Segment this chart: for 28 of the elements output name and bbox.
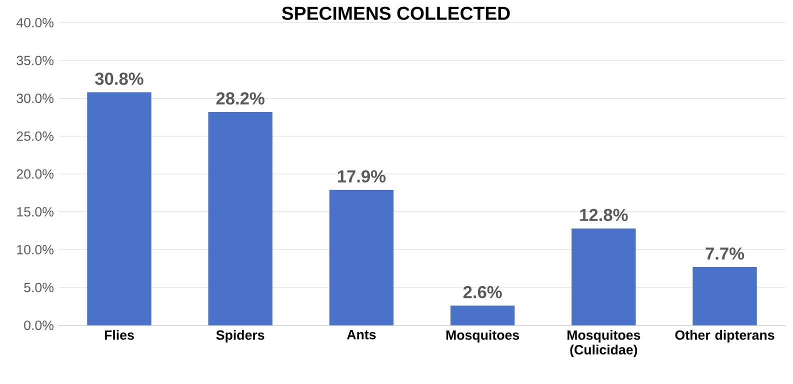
bar [208, 112, 272, 326]
bar [87, 92, 152, 326]
data-label: 17.9% [338, 170, 386, 182]
x-tick-label: Mosquitoes [446, 330, 520, 342]
bar [450, 306, 515, 326]
y-tick-label: 30.0% [16, 94, 54, 104]
y-tick-label: 0.0% [24, 320, 54, 330]
y-tick-label: 5.0% [24, 282, 54, 292]
data-label: 12.8% [580, 208, 628, 222]
y-tick-label: 25.0% [16, 131, 54, 141]
x-tick-label: Ants [346, 330, 376, 340]
y-tick-label: 15.0% [17, 207, 54, 217]
x-tick-label: Other dipterans [675, 330, 774, 342]
data-label: 28.2% [216, 92, 264, 105]
x-tick-label: Mosquitoes (Culicidae) [568, 330, 640, 358]
y-tick-label: 10.0% [17, 244, 54, 254]
data-label: 30.8% [95, 72, 144, 85]
y-tick-label: 40.0% [16, 18, 54, 28]
x-tick-label: Flies [104, 330, 134, 340]
data-label: 7.7% [706, 247, 744, 260]
bar [572, 228, 636, 326]
bar [692, 267, 757, 326]
y-tick-label: 35.0% [16, 56, 54, 66]
data-label: 2.6% [463, 286, 502, 298]
bar [329, 190, 394, 326]
x-tick-label: Spiders [216, 330, 264, 342]
chart-title: SPECIMENS COLLECTED [282, 6, 510, 20]
y-tick-label: 20.0% [16, 169, 54, 179]
